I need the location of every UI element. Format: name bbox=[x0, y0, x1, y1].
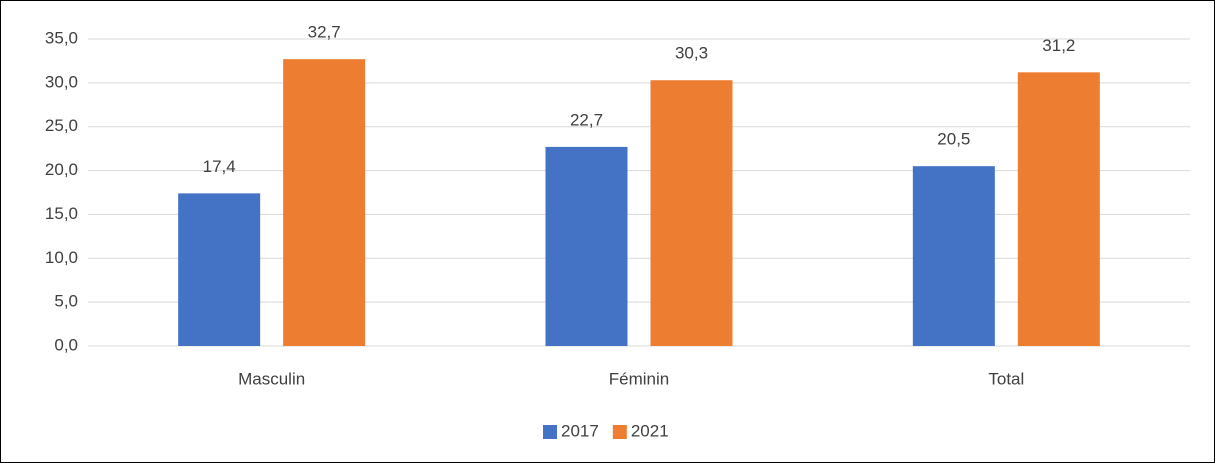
bar bbox=[650, 80, 733, 347]
data-label: 32,7 bbox=[308, 23, 341, 42]
y-tick-label: 0,0 bbox=[54, 335, 78, 354]
bar bbox=[283, 59, 366, 346]
bar bbox=[1017, 72, 1100, 347]
x-tick-label: Total bbox=[988, 369, 1024, 388]
y-tick-label: 15,0 bbox=[45, 204, 78, 223]
bar bbox=[912, 166, 995, 346]
x-tick-label: Féminin bbox=[609, 369, 669, 388]
y-tick-label: 20,0 bbox=[45, 160, 78, 179]
y-tick-label: 35,0 bbox=[45, 28, 78, 47]
data-label: 17,4 bbox=[203, 157, 236, 176]
legend-label: 2017 bbox=[561, 421, 599, 440]
data-label: 31,2 bbox=[1042, 36, 1075, 55]
y-tick-label: 10,0 bbox=[45, 248, 78, 267]
data-label: 22,7 bbox=[570, 110, 603, 129]
legend-swatch bbox=[543, 425, 557, 439]
y-tick-label: 30,0 bbox=[45, 72, 78, 91]
y-tick-label: 25,0 bbox=[45, 116, 78, 135]
data-label: 20,5 bbox=[937, 130, 970, 149]
y-tick-label: 5,0 bbox=[54, 292, 78, 311]
bar bbox=[545, 146, 628, 346]
bar bbox=[178, 193, 261, 346]
data-label: 30,3 bbox=[675, 44, 708, 63]
x-tick-label: Masculin bbox=[238, 369, 305, 388]
legend-label: 2021 bbox=[631, 421, 669, 440]
legend-swatch bbox=[612, 425, 627, 439]
